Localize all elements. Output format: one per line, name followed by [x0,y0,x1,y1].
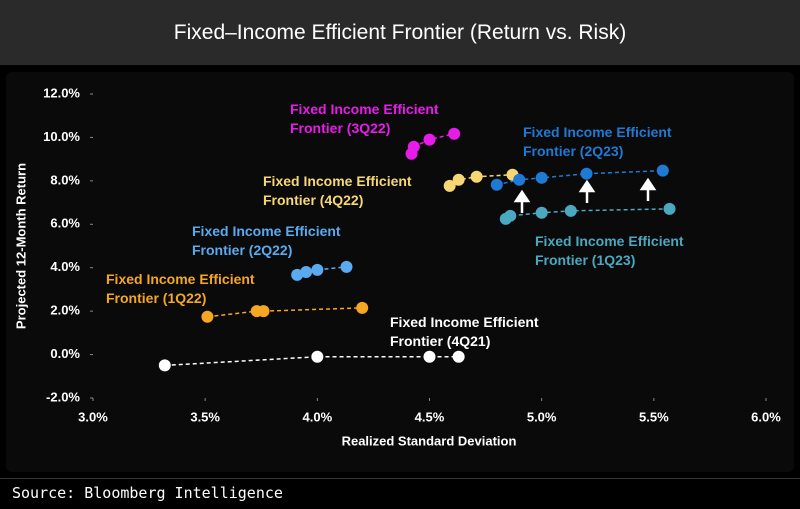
y-tick-label: 0.0% [50,346,80,361]
x-tick-label: 3.5% [190,409,220,424]
point [423,350,436,363]
x-tick-label: 3.0% [78,409,108,424]
y-tick-label: 8.0% [50,172,80,187]
point [356,301,369,314]
point [504,209,517,222]
point [470,170,483,183]
series-label: Fixed Income Efficient Frontier (1Q23) [535,233,684,268]
point [656,164,669,177]
point [452,350,465,363]
point [535,171,548,184]
chart: Realized Standard Deviation Projected 12… [13,85,781,448]
y-tick-label: 2.0% [50,303,80,318]
series-label: Fixed Income Efficient Frontier (2Q23) [523,124,672,159]
arrow-head [513,189,531,203]
point [663,202,676,215]
frontier-line [505,208,670,220]
point [448,127,461,140]
point [340,260,353,273]
y-tick-label: -2.0% [46,389,80,404]
point [580,167,593,180]
point [513,173,526,186]
point [407,140,420,153]
arrow-head [578,179,596,193]
y-tick-label: 4.0% [50,259,80,274]
chart-title: Fixed–Income Efficient Frontier (Return … [0,0,800,65]
series-label: Fixed Income Efficient Frontier (3Q22) [290,101,439,136]
x-tick-label: 4.5% [415,409,445,424]
point [201,310,214,323]
arrow-head [639,177,657,191]
point [564,204,577,217]
x-tick-label: 5.0% [527,409,557,424]
point [443,179,456,192]
point [423,133,436,146]
x-axis-title: Realized Standard Deviation [342,433,517,448]
y-tick-label: 6.0% [50,216,80,231]
arrows [513,177,657,213]
x-tick-label: 5.5% [639,409,669,424]
x-tick-label: 6.0% [751,409,781,424]
point [535,206,548,219]
source: Source: Bloomberg Intelligence [0,478,800,509]
point [311,350,324,363]
y-axis-title: Projected 12-Month Return [13,163,28,329]
plot-panel [6,72,794,472]
series-label: Fixed Income Efficient Frontier (4Q22) [263,173,412,208]
point [158,359,171,372]
frontier-line [207,307,363,318]
y-tick-label: 12.0% [43,85,80,100]
series-label: Fixed Income Efficient Frontier (2Q22) [192,223,341,258]
point [257,305,270,318]
point [311,263,324,276]
series-label: Fixed Income Efficient Frontier (1Q22) [106,271,255,306]
series-label: Fixed Income Efficient Frontier (4Q21) [390,314,539,349]
point [300,266,313,279]
point [490,178,503,191]
y-tick-label: 10.0% [43,129,80,144]
point [452,173,465,186]
x-tick-label: 4.0% [303,409,333,424]
